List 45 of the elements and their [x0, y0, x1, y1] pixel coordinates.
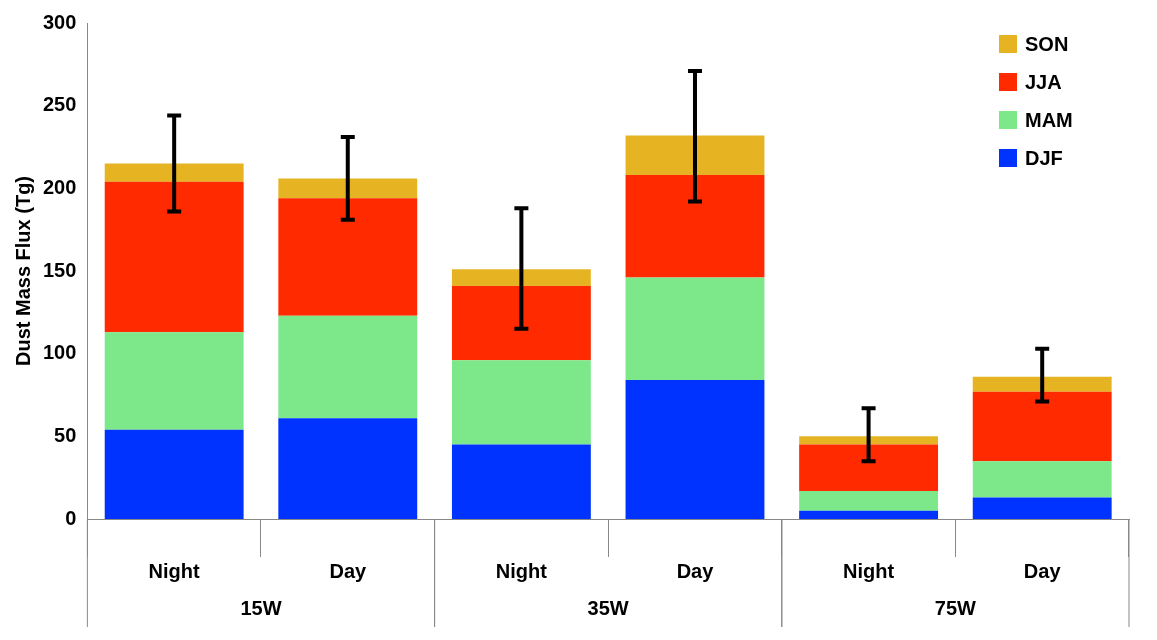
bar — [104, 163, 244, 182]
text: 35W — [587, 596, 629, 619]
bar — [278, 418, 418, 519]
bar — [799, 510, 939, 519]
bar — [799, 490, 939, 511]
bar — [104, 181, 244, 333]
legend-label: DJF — [1025, 146, 1063, 169]
bar — [278, 198, 418, 316]
x-tick-label: Day — [329, 559, 367, 582]
bar — [972, 376, 1112, 392]
legend-label: SON — [1025, 32, 1069, 55]
bar — [972, 497, 1112, 519]
y-tick-label: 250 — [42, 93, 77, 116]
legend-label: JJA — [1025, 70, 1062, 93]
y-tick-label: 200 — [42, 175, 77, 198]
x-tick-label: Day — [676, 559, 715, 582]
x-tick-label: Day — [1023, 559, 1062, 582]
bar — [625, 135, 765, 176]
y-tick-label: 150 — [42, 258, 77, 281]
bar — [625, 175, 765, 278]
x-tick-label: Night — [148, 559, 201, 582]
bar — [451, 285, 591, 361]
y-tick-label: 50 — [54, 423, 77, 446]
bar — [278, 178, 418, 199]
bar — [104, 332, 244, 430]
text: 15W — [240, 596, 282, 619]
y-tick-label: 0 — [65, 506, 77, 529]
bar — [451, 444, 591, 519]
bar — [625, 277, 765, 381]
bar — [451, 360, 591, 445]
bar — [799, 444, 939, 491]
bar — [625, 380, 765, 519]
y-axis-title: Dust Mass Flux (Tg) — [11, 175, 34, 367]
bar — [972, 461, 1112, 498]
bar — [972, 391, 1112, 462]
x-tick-label: Night — [843, 559, 895, 582]
bar — [451, 269, 591, 286]
bar — [278, 315, 418, 419]
text: 75W — [934, 596, 977, 619]
x-tick-label: Night — [495, 559, 548, 582]
y-tick-label: 100 — [42, 341, 77, 364]
legend-label: MAM — [1025, 108, 1073, 131]
bar — [104, 429, 244, 519]
y-tick-label: 300 — [42, 10, 77, 33]
bar — [799, 436, 939, 445]
